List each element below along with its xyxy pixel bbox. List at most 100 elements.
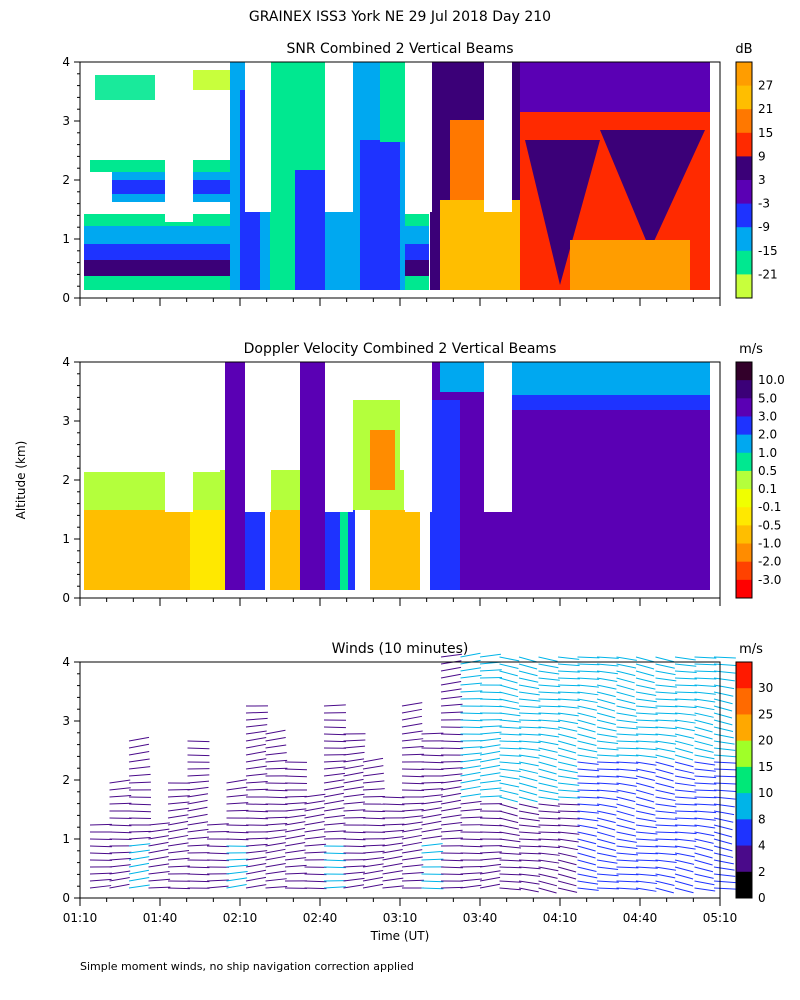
- wind-barb: [713, 866, 735, 871]
- colorbar-segment: [736, 561, 752, 581]
- snr-warm-orange2: [570, 240, 690, 290]
- colorbar-label: 30: [758, 681, 773, 695]
- wind-barb: [538, 761, 557, 768]
- wind-barb: [655, 768, 674, 775]
- wind-barb: [635, 733, 658, 736]
- wind-barb: [284, 775, 307, 778]
- wind-barb: [518, 824, 541, 828]
- wind-barb: [265, 885, 288, 889]
- wind-barb: [713, 887, 736, 890]
- wind-barb: [655, 670, 676, 676]
- wind-barb: [284, 821, 306, 826]
- wind-barb: [557, 859, 577, 866]
- wind-barb: [479, 779, 502, 784]
- wind-barb: [557, 852, 578, 858]
- wind-barb: [713, 845, 733, 852]
- colorbar-label: 3: [758, 173, 766, 187]
- wind-barb: [538, 796, 560, 801]
- wind-barb: [538, 775, 558, 782]
- wind-barb: [187, 780, 210, 784]
- colorbar-segment: [736, 470, 752, 490]
- wind-barb: [694, 838, 714, 844]
- wind-barb: [460, 852, 483, 855]
- colorbar-segment: [736, 227, 752, 252]
- wind-barb: [674, 782, 696, 787]
- wind-barb: [577, 663, 600, 666]
- snr-colorbar: 27 21 15 9 3 -3 -9 -15 -21: [735, 61, 778, 299]
- wind-barb: [401, 753, 424, 756]
- wind-barb: [713, 719, 733, 726]
- wind-barb: [460, 793, 482, 798]
- wind-barb: [499, 670, 518, 677]
- colorbar-label: -0.5: [758, 518, 781, 532]
- snr-panel: SNR Combined 2 Vertical Beams: [62, 41, 778, 306]
- wind-barb: [479, 831, 502, 834]
- snr-warm-orange3: [450, 120, 490, 200]
- wind-barb: [674, 726, 695, 732]
- wind-barb: [421, 754, 444, 757]
- wind-barb: [109, 864, 131, 868]
- wind-barb: [284, 849, 306, 854]
- wind-barb: [616, 803, 635, 810]
- wind-barb: [577, 712, 597, 719]
- wind-barb: [635, 761, 657, 766]
- wind-barb: [284, 795, 307, 798]
- wind-barb: [382, 823, 405, 826]
- vel-gap-7: [80, 590, 720, 598]
- wind-barb: [401, 821, 423, 826]
- wind-barb: [323, 760, 346, 763]
- wind-barb: [460, 778, 481, 784]
- wind-barb: [616, 712, 637, 717]
- wind-barb: [226, 786, 248, 791]
- wind-barb: [479, 772, 501, 777]
- wind-barb: [421, 843, 443, 847]
- colorbar-segment: [736, 398, 752, 417]
- wind-barb: [187, 747, 210, 750]
- wind-barb: [479, 870, 501, 875]
- velocity-heatmap: [80, 362, 720, 598]
- wind-barb: [713, 775, 736, 778]
- wind-barb: [128, 736, 150, 742]
- colorbar-segment: [736, 362, 752, 381]
- wind-barb: [557, 670, 580, 673]
- wind-barb: [557, 691, 580, 694]
- wind-barb: [499, 761, 522, 765]
- wind-barb: [343, 751, 365, 756]
- wind-barb: [635, 740, 658, 743]
- wind-barb: [674, 824, 697, 827]
- wind-barb: [616, 810, 635, 817]
- wind-barb: [674, 789, 697, 793]
- wind-barb: [635, 719, 658, 722]
- wind-barb: [694, 859, 713, 866]
- wind-barb: [577, 768, 600, 772]
- wind-barb: [109, 779, 131, 784]
- wind-barb: [89, 845, 112, 848]
- wind-barb: [323, 866, 346, 869]
- wind-barb: [655, 698, 678, 701]
- wind-barb: [518, 838, 541, 841]
- wind-barb: [167, 849, 190, 854]
- wind-barb: [226, 779, 247, 784]
- wind-barb: [245, 843, 268, 847]
- wind-barb: [89, 878, 112, 882]
- wind-barb: [713, 859, 734, 865]
- wind-barb: [538, 670, 560, 675]
- wind-barb: [421, 820, 442, 826]
- colorbar-label: 2: [758, 865, 766, 879]
- wind-barb: [479, 795, 502, 798]
- snr-gap-7: [80, 290, 720, 298]
- y-tick-label: 4: [62, 355, 70, 369]
- wind-barb: [284, 872, 307, 875]
- wind-barb: [323, 822, 346, 826]
- wind-barb: [616, 831, 637, 837]
- wind-barb: [577, 810, 599, 814]
- wind-barbs: [89, 652, 736, 894]
- wind-barb: [694, 782, 717, 785]
- wind-barb: [479, 653, 501, 658]
- wind-barb: [265, 823, 288, 826]
- wind-barb: [596, 775, 619, 778]
- y-tick-label: 3: [62, 714, 70, 728]
- colorbar-label: -2.0: [758, 555, 781, 569]
- colorbar-segment: [736, 543, 752, 563]
- wind-barb: [616, 866, 639, 869]
